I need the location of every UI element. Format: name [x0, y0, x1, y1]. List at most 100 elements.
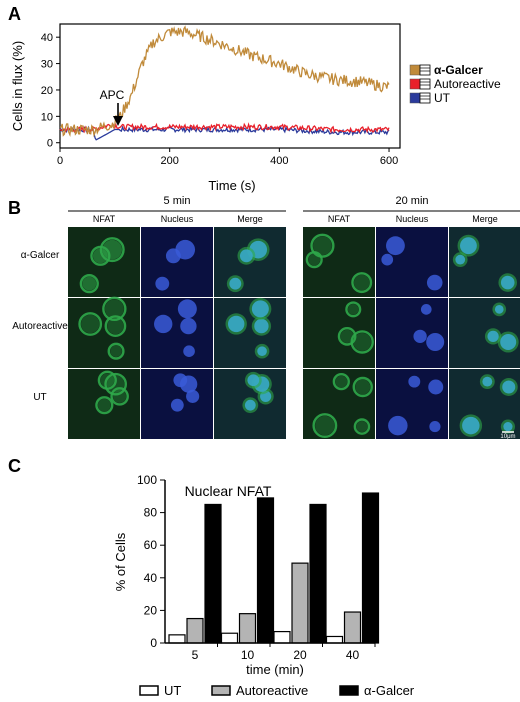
bar-galcer — [256, 497, 275, 644]
panel-a-x-ticks: 0 200 400 600 — [57, 148, 398, 167]
column-label: NFAT — [328, 214, 351, 224]
nfat-image — [303, 369, 375, 439]
cell — [335, 375, 348, 388]
cell — [353, 332, 372, 351]
cell — [356, 420, 368, 433]
cell — [310, 233, 335, 258]
legend-box — [419, 92, 431, 104]
y-tick-label: 20 — [144, 603, 158, 617]
cell — [107, 342, 125, 360]
y-tick-label: 0 — [150, 636, 157, 650]
legend-label: Autoreactive — [236, 683, 308, 698]
panel-a-x-axis-label: Time (s) — [208, 178, 255, 193]
cell — [90, 245, 111, 266]
legend-label: Autoreactive — [434, 77, 501, 91]
cell — [426, 332, 445, 351]
column-label: Nucleus — [161, 214, 194, 224]
row-label: α-Galcer — [21, 250, 60, 261]
cell — [254, 318, 269, 334]
y-tick-label: 40 — [41, 32, 53, 44]
cell — [408, 375, 421, 388]
cell — [79, 274, 99, 294]
bar-galcer — [309, 503, 327, 644]
cell — [155, 276, 170, 291]
cell — [315, 415, 335, 436]
cell — [173, 373, 188, 388]
column-label: Merge — [237, 214, 263, 224]
cell — [165, 248, 181, 264]
cell — [500, 275, 515, 290]
cell — [110, 345, 122, 358]
cell — [502, 380, 516, 394]
panel-b-microscopy: 5 min NFAT Nucleus Merge 20 min NFAT Nucleus Me… — [12, 195, 520, 440]
legend-label: α-Galcer — [364, 683, 415, 698]
cell — [247, 374, 260, 387]
cell — [313, 236, 332, 256]
cell — [180, 317, 197, 335]
cell — [104, 315, 127, 337]
legend-label: UT — [434, 91, 451, 105]
cell — [494, 305, 504, 314]
cell — [351, 272, 373, 294]
panel-a-y-ticks: 0 10 20 30 40 — [41, 32, 60, 150]
time-label: 5 min — [164, 195, 191, 207]
nucleus-image — [141, 298, 213, 368]
panel-a-series — [59, 25, 390, 141]
cell — [429, 420, 441, 433]
cell — [186, 389, 200, 403]
cell — [455, 254, 466, 265]
series-line-galcer — [59, 25, 390, 138]
cell — [82, 276, 97, 291]
y-tick-label: 100 — [137, 473, 157, 487]
x-tick-label: 0 — [57, 155, 63, 167]
panel-a-y-axis-label: Cells in flux (%) — [10, 41, 25, 131]
y-tick-label: 0 — [47, 138, 53, 150]
cell — [229, 277, 242, 290]
cell — [312, 413, 338, 439]
cell — [97, 370, 117, 390]
legend-swatch — [409, 78, 421, 90]
panel-a-flux-chart: 0 10 20 30 40 0 200 400 600 Cells in flux (%) T… — [10, 23, 501, 193]
legend-swatch — [339, 685, 359, 696]
bar-ut — [168, 634, 186, 644]
cell — [462, 416, 480, 435]
cell — [500, 333, 517, 350]
x-tick-label: 5 — [192, 648, 199, 662]
cell — [110, 387, 129, 406]
cell — [386, 236, 405, 256]
y-tick-label: 10 — [41, 111, 53, 123]
time-label: 20 min — [395, 195, 428, 207]
cell — [113, 389, 127, 403]
x-tick-label: 400 — [270, 155, 288, 167]
y-tick-label: 40 — [144, 571, 158, 585]
cell — [388, 415, 408, 436]
cell — [350, 330, 374, 354]
legend-swatch — [409, 92, 421, 104]
panel-c-x-ticks: 5 10 20 40 — [192, 643, 376, 662]
panel-a-plot-frame — [59, 23, 401, 149]
cell — [352, 376, 373, 398]
legend-box — [419, 64, 431, 76]
cell — [353, 274, 370, 291]
panel-label-b: B — [8, 198, 21, 218]
cell — [102, 296, 127, 322]
panel-c-nuclear-nfat-chart: Nuclear NFAT 0 20 40 60 80 100 5 10 20 40 % of C… — [113, 473, 415, 698]
cell — [257, 346, 267, 357]
row-label: UT — [33, 392, 46, 403]
cell — [154, 314, 173, 334]
scale-bar-label: 10μm — [500, 434, 515, 440]
panel-label-a: A — [8, 4, 21, 24]
cell — [355, 379, 371, 395]
cell — [239, 249, 253, 263]
cell — [503, 421, 513, 432]
bar-galcer — [361, 492, 380, 644]
y-tick-label: 20 — [41, 85, 53, 97]
cell — [345, 301, 362, 318]
cell — [426, 274, 443, 291]
panel-c-x-axis-label: time (min) — [246, 662, 304, 677]
bar-ut — [325, 635, 344, 644]
cell — [353, 418, 371, 435]
bar-autoreactive — [238, 613, 257, 644]
y-tick-label: 30 — [41, 59, 53, 71]
